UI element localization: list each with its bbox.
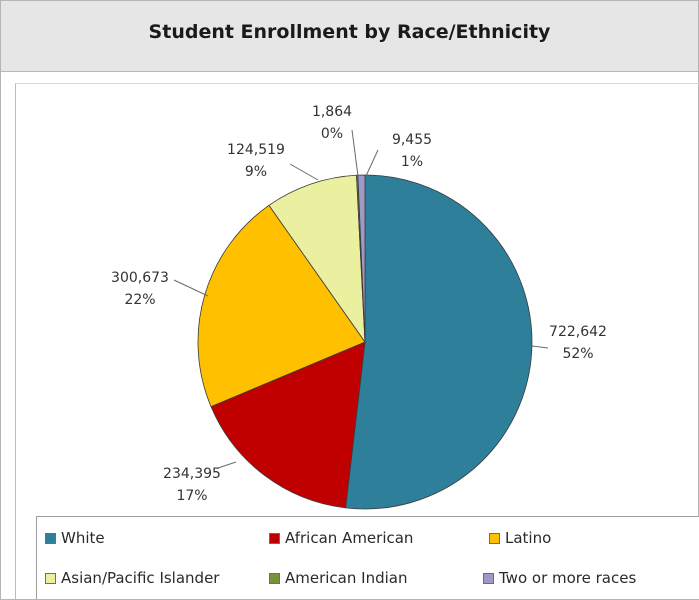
legend-label-asian-pacific-islander: Asian/Pacific Islander	[61, 569, 220, 587]
leader-line-american-indian	[351, 129, 359, 177]
pie-slice-white	[345, 174, 533, 510]
leader-line-asian-pacific-islander	[289, 163, 319, 181]
data-label-value-american-indian: 1,864	[312, 104, 352, 120]
data-label-percent-two-or-more-races: 1%	[401, 154, 423, 170]
legend-swatch-american-indian	[269, 572, 280, 584]
leader-line-two-or-more-races	[365, 149, 379, 177]
legend-swatch-latino	[489, 532, 500, 544]
chart-title: Student Enrollment by Race/Ethnicity	[148, 21, 551, 43]
legend-swatch-two-or-more-races	[483, 572, 494, 584]
data-label-percent-white: 52%	[562, 346, 593, 362]
legend-label-latino: Latino	[505, 529, 552, 547]
legend-item-two-or-more-races: Two or more races	[483, 569, 636, 587]
data-label-percent-latino: 22%	[124, 292, 155, 308]
leader-line-african-american	[217, 461, 237, 469]
data-label-value-white: 722,642	[549, 324, 607, 340]
legend-label-two-or-more-races: Two or more races	[499, 569, 637, 587]
pie-slice-asian-pacific-islander	[268, 174, 366, 344]
pie-slice-african-american	[210, 341, 366, 509]
data-label-percent-american-indian: 0%	[321, 126, 343, 142]
data-label-value-latino: 300,673	[111, 270, 169, 286]
legend-item-white: White	[45, 529, 105, 547]
data-label-value-african-american: 234,395	[163, 466, 221, 482]
legend-item-latino: Latino	[489, 529, 551, 547]
legend-label-white: White	[61, 529, 105, 547]
legend-item-african-american: African American	[269, 529, 413, 547]
plot-area	[15, 83, 699, 599]
legend: White African American Latino Asian/Paci…	[36, 516, 699, 599]
leader-line-white	[531, 345, 549, 349]
legend-swatch-white	[45, 532, 56, 544]
pie-slice-latino	[197, 204, 366, 408]
legend-swatch-asian-pacific-islander	[45, 572, 56, 584]
chart-header: Student Enrollment by Race/Ethnicity	[1, 1, 698, 72]
legend-label-american-indian: American Indian	[285, 569, 408, 587]
data-label-percent-african-american: 17%	[176, 488, 207, 504]
legend-swatch-african-american	[269, 532, 280, 544]
data-label-value-asian-pacific-islander: 124,519	[227, 142, 285, 158]
legend-label-african-american: African American	[285, 529, 414, 547]
leader-line-latino	[173, 279, 209, 297]
legend-item-american-indian: American Indian	[269, 569, 407, 587]
data-label-percent-asian-pacific-islander: 9%	[245, 164, 267, 180]
legend-item-asian-pacific-islander: Asian/Pacific Islander	[45, 569, 219, 587]
data-label-value-two-or-more-races: 9,455	[392, 132, 432, 148]
